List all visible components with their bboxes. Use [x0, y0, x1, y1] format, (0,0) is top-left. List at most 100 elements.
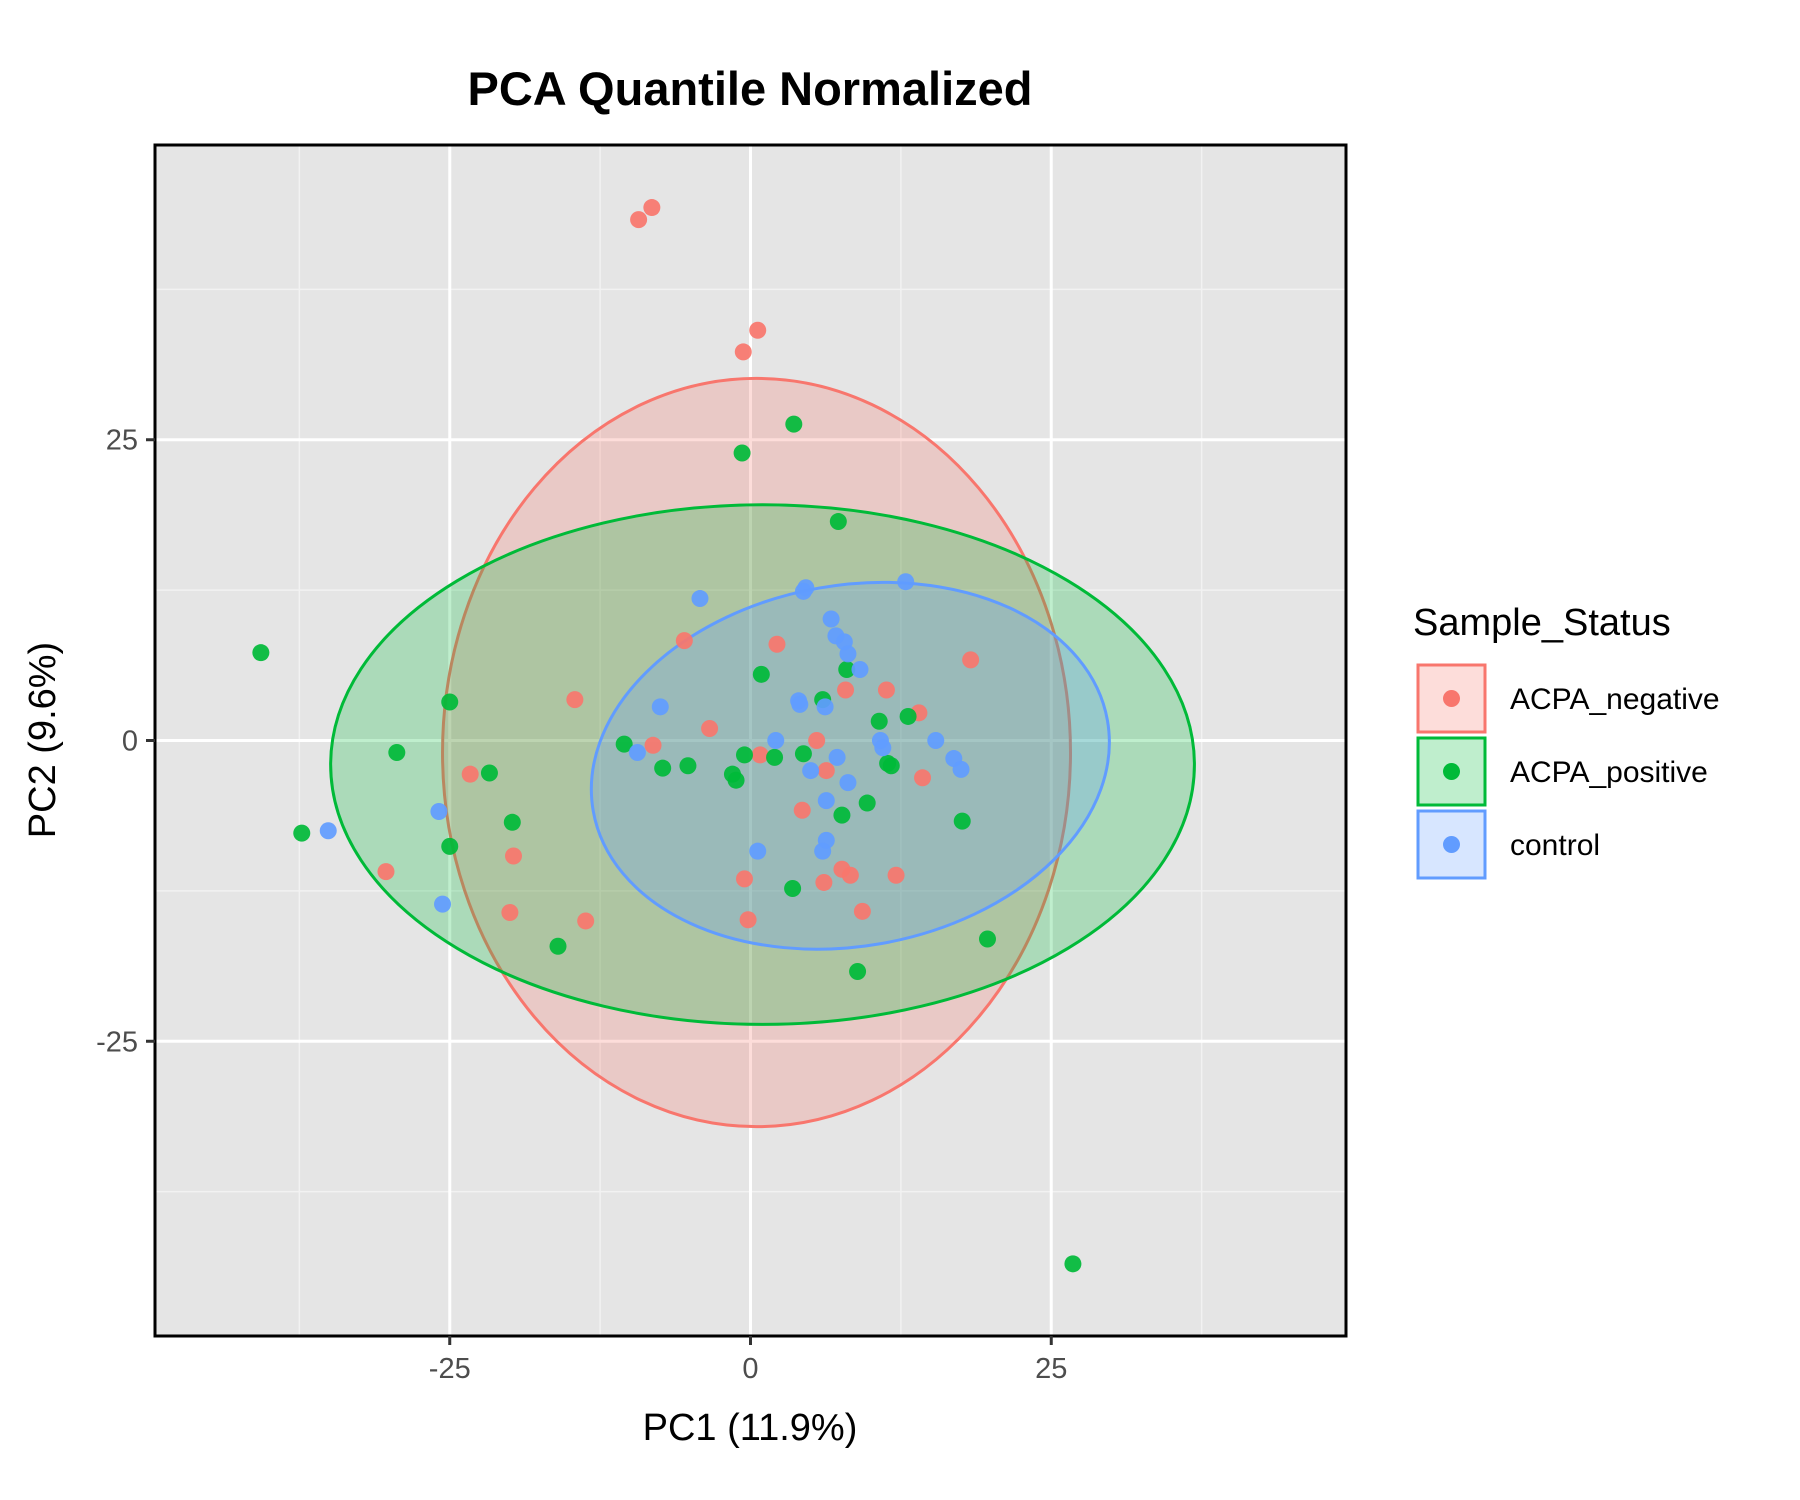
x-tick-label: -25 [429, 1353, 471, 1385]
point-ACPA_negative [749, 321, 767, 339]
point-ACPA_positive [870, 712, 888, 730]
point-ACPA_positive [679, 757, 697, 775]
y-tick-label: 0 [122, 726, 138, 758]
point-ACPA_positive [615, 735, 633, 753]
legend-label-ACPA_positive: ACPA_positive [1510, 756, 1708, 789]
point-ACPA_negative [837, 681, 855, 699]
point-ACPA_negative [815, 873, 833, 891]
point-control [839, 774, 857, 792]
point-ACPA_positive [549, 937, 567, 955]
point-ACPA_positive [766, 748, 784, 766]
point-control [822, 610, 840, 628]
x-tick-label: 25 [1035, 1353, 1067, 1385]
point-control [802, 762, 820, 780]
point-ACPA_negative [768, 635, 786, 653]
point-control [816, 698, 834, 716]
y-axis-title: PC2 (9.6%) [22, 642, 64, 838]
point-control [874, 739, 892, 757]
point-control [828, 748, 846, 766]
point-ACPA_negative [630, 211, 648, 229]
legend-title: Sample_Status [1413, 602, 1671, 644]
legend-marker-ACPA_negative [1443, 690, 1460, 707]
point-control [628, 744, 646, 762]
legend-marker-control [1443, 836, 1460, 853]
point-ACPA_positive [1064, 1255, 1082, 1273]
ellipse-control [589, 580, 1111, 951]
point-ACPA_positive [441, 837, 459, 855]
point-ACPA_positive [480, 764, 498, 782]
point-ACPA_negative [644, 736, 662, 754]
point-ACPA_positive [858, 794, 876, 812]
point-control [839, 645, 857, 663]
point-ACPA_negative [914, 769, 932, 787]
y-tick-label: 25 [106, 425, 138, 457]
point-ACPA_negative [877, 681, 895, 699]
point-control [319, 822, 337, 840]
data-points [252, 199, 1082, 1273]
point-control [691, 590, 709, 608]
chart-title: PCA Quantile Normalized [468, 62, 1033, 115]
point-control [851, 661, 869, 679]
point-ACPA_positive [727, 771, 745, 789]
point-control [749, 842, 767, 860]
axis-ticks: -25 0 25 -25 0 25 [96, 425, 1067, 1385]
point-ACPA_negative [793, 801, 811, 819]
point-ACPA_positive [388, 744, 406, 762]
point-ACPA_negative [735, 870, 753, 888]
point-ACPA_negative [887, 866, 905, 884]
point-ACPA_negative [808, 732, 826, 749]
point-ACPA_negative [739, 911, 757, 929]
point-ACPA_negative [377, 863, 395, 881]
point-ACPA_negative [841, 866, 859, 884]
point-ACPA_positive [654, 759, 672, 777]
point-ACPA_negative [962, 651, 980, 669]
point-ACPA_negative [817, 762, 835, 780]
point-ACPA_positive [794, 745, 812, 763]
point-ACPA_negative [505, 847, 523, 865]
point-ACPA_positive [838, 661, 856, 679]
point-ACPA_negative [675, 632, 693, 650]
point-ACPA_positive [953, 812, 971, 830]
point-control [814, 842, 832, 860]
ellipse-ACPA_positive [329, 503, 1196, 1026]
point-ACPA_positive [829, 513, 847, 531]
point-ACPA_positive [849, 962, 867, 980]
point-ACPA_positive [252, 644, 270, 662]
point-ACPA_positive [733, 444, 751, 462]
point-ACPA_positive [503, 813, 521, 831]
x-tick-label: 0 [742, 1353, 758, 1385]
point-control [817, 792, 835, 810]
point-ACPA_positive [293, 824, 311, 842]
point-control [651, 698, 669, 716]
legend-marker-ACPA_positive [1443, 763, 1460, 780]
point-ACPA_negative [643, 199, 661, 217]
point-ACPA_negative [751, 746, 769, 764]
point-ACPA_positive [784, 879, 802, 897]
point-ACPA_negative [734, 343, 752, 361]
y-tick-label: -25 [96, 1026, 138, 1058]
point-ACPA_negative [853, 902, 871, 920]
point-control [430, 802, 448, 820]
confidence-ellipses [329, 376, 1196, 1129]
point-control [791, 695, 809, 713]
x-axis-title: PC1 (11.9%) [643, 1407, 858, 1449]
legend-label-control: control [1510, 829, 1600, 862]
point-ACPA_negative [701, 719, 719, 737]
point-ACPA_positive [833, 806, 851, 824]
point-ACPA_negative [566, 691, 584, 709]
point-ACPA_positive [882, 757, 900, 775]
point-ACPA_positive [752, 665, 770, 683]
point-ACPA_positive [785, 415, 803, 433]
point-ACPA_positive [978, 930, 996, 948]
point-ACPA_negative [461, 765, 479, 783]
point-ACPA_positive [441, 693, 459, 711]
point-ACPA_negative [501, 904, 519, 922]
point-ACPA_positive [899, 707, 917, 725]
point-control [897, 573, 915, 591]
point-control [927, 732, 945, 749]
legend-label-ACPA_negative: ACPA_negative [1510, 683, 1720, 716]
point-ACPA_positive [735, 746, 753, 764]
point-control [794, 582, 812, 600]
point-control [952, 760, 970, 778]
